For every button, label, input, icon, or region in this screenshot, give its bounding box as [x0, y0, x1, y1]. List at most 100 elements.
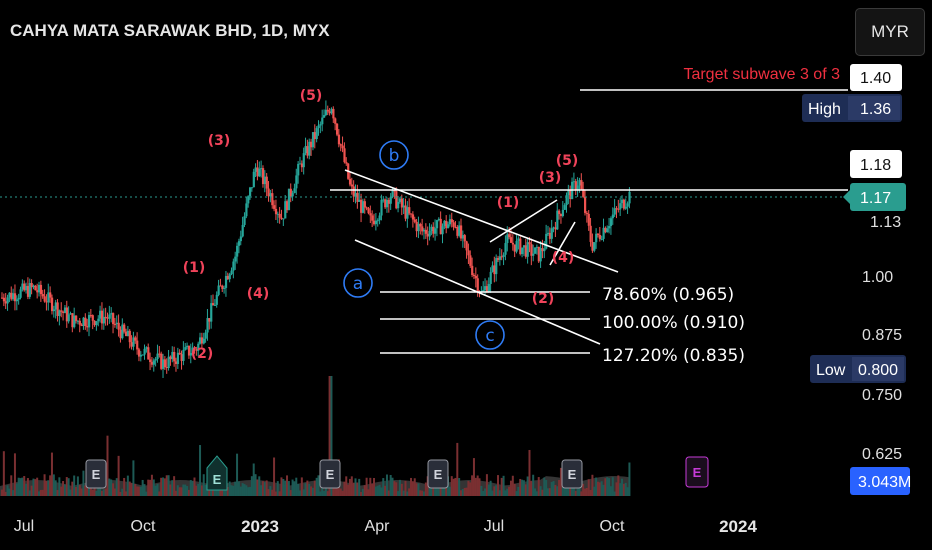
candle-body — [306, 146, 309, 156]
currency-button[interactable]: MYR — [855, 8, 925, 56]
candle-body — [154, 359, 157, 361]
volume-bar — [628, 462, 631, 496]
volume-bar — [12, 490, 15, 496]
candle-body — [472, 275, 476, 277]
candle-body — [115, 322, 118, 325]
candle-body — [184, 347, 187, 350]
volume-bar — [2, 451, 5, 496]
candle-body — [339, 144, 342, 146]
candle-body — [535, 246, 539, 248]
hline-price-value: 1.18 — [860, 157, 891, 174]
candle-body — [163, 359, 167, 367]
candle-body — [397, 201, 400, 209]
volume-bar — [471, 475, 474, 496]
volume-bar — [108, 478, 111, 496]
volume-bar — [487, 484, 490, 496]
volume-bar — [585, 488, 588, 496]
wave-label: (1) — [183, 260, 206, 276]
candle-body — [460, 225, 463, 239]
candle-body — [517, 238, 520, 241]
volume-bar — [408, 488, 411, 496]
volume-bar — [539, 486, 542, 496]
candle-body — [4, 301, 7, 304]
candle-body — [415, 221, 418, 232]
candle-body — [147, 347, 150, 360]
candle-body — [97, 318, 100, 322]
volume-bar — [297, 483, 300, 496]
volume-bar — [424, 482, 427, 496]
volume-bar — [117, 455, 120, 496]
volume-bar — [110, 479, 113, 496]
candle-body — [556, 210, 559, 230]
candle-body — [356, 193, 359, 202]
candle-body — [567, 190, 570, 196]
y-tick: 1.00 — [862, 269, 893, 286]
volume-bar — [195, 485, 198, 496]
wave-label-blue: c — [485, 326, 494, 346]
candle-body — [324, 109, 328, 116]
volume-bar — [289, 490, 292, 496]
candle-body — [465, 241, 468, 251]
volume-bar — [556, 486, 559, 496]
volume-bar — [480, 485, 483, 496]
candle-body — [206, 318, 209, 333]
candle-body — [210, 303, 213, 322]
volume-bar — [58, 477, 61, 496]
candle-body — [193, 347, 196, 350]
candle-body — [200, 337, 204, 344]
candle-body — [578, 180, 581, 186]
volume-value: 3.043M — [858, 474, 911, 491]
volume-bar — [491, 490, 494, 496]
volume-bar — [537, 477, 540, 496]
candle-body — [173, 351, 176, 362]
volume-bar — [571, 481, 574, 496]
volume-bar — [415, 483, 418, 496]
candle-body — [256, 167, 259, 177]
y-tick: 0.875 — [862, 327, 902, 344]
candle-body — [26, 285, 30, 297]
volume-bar — [226, 487, 229, 496]
candle-body — [267, 188, 270, 197]
volume-bar — [256, 479, 259, 496]
volume-bar — [561, 482, 564, 496]
volume-bar — [528, 449, 531, 496]
volume-bar — [189, 480, 192, 496]
channel-lower — [354, 239, 601, 345]
candle-body — [437, 218, 440, 221]
volume-bar — [323, 490, 326, 496]
candle-body — [378, 215, 381, 221]
volume-bar — [271, 489, 274, 496]
candle-body — [395, 191, 398, 209]
candle-body — [112, 313, 115, 325]
volume-bar — [23, 476, 26, 496]
candle-body — [593, 242, 596, 251]
hline-price-tag — [850, 150, 902, 178]
candle-body — [211, 303, 215, 306]
volume-bar — [174, 490, 177, 496]
volume-bar — [559, 467, 562, 496]
candle-body — [513, 244, 516, 252]
candle-body — [286, 201, 289, 211]
candle-body — [558, 210, 561, 215]
candle-body — [337, 134, 341, 145]
volume-bar — [54, 480, 57, 496]
candle-body — [65, 307, 68, 322]
volume-bar — [39, 489, 42, 496]
wave-circle — [379, 140, 409, 170]
candle-body — [541, 248, 544, 252]
volume-bar — [128, 481, 131, 496]
volume-bar — [260, 485, 263, 496]
volume-bar — [345, 476, 348, 496]
volume-bar — [56, 490, 59, 496]
volume-bar — [398, 479, 401, 496]
volume-bar — [173, 476, 176, 496]
volume-bar — [330, 376, 333, 496]
candle-body — [526, 242, 529, 257]
volume-bar — [82, 470, 85, 496]
volume-bar — [476, 475, 479, 496]
volume-bar — [265, 480, 268, 496]
volume-bar — [369, 477, 372, 496]
volume-bar — [506, 488, 509, 496]
low-label: Low — [816, 362, 846, 379]
